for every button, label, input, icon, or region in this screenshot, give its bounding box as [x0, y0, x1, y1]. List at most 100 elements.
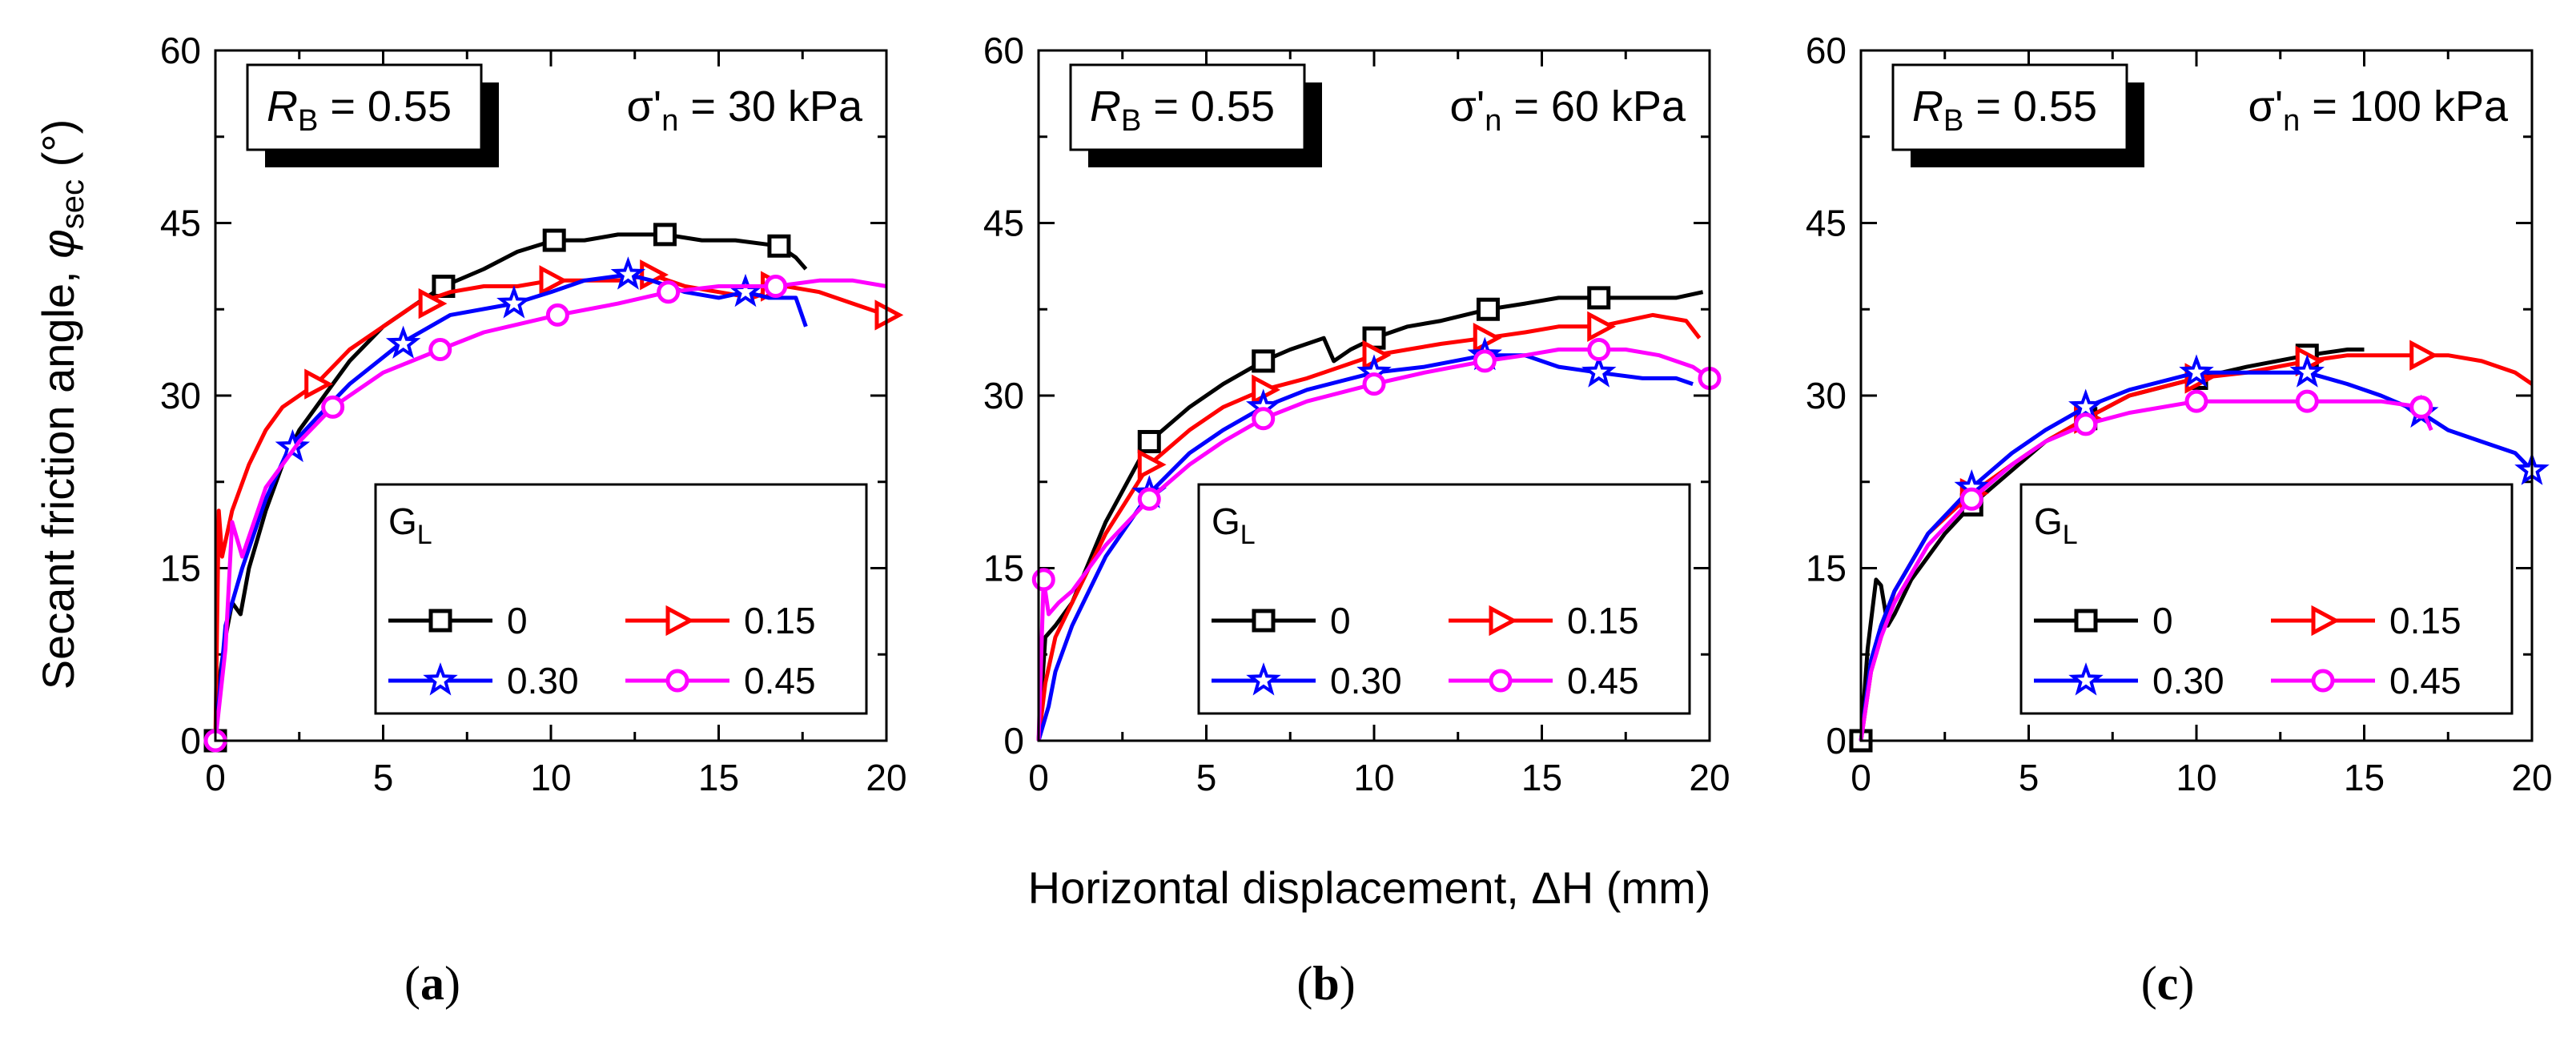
y-axis-title-subscript: sec: [55, 179, 90, 229]
legend-title-symbol: G: [1212, 500, 1240, 542]
rb-box: [246, 63, 483, 151]
sigma-symbol: σ': [1450, 82, 1485, 131]
marker-s0-15: [304, 368, 333, 400]
legend-marker-s0-45: [665, 669, 689, 693]
marker-s0: [767, 234, 791, 258]
legend: GL 0 0.15 0.30 0.45: [2019, 483, 2514, 715]
legend: GL 0 0.15 0.30 0.45: [1197, 483, 1691, 715]
legend-label-s0-30: 0.30: [507, 660, 579, 701]
y-tick-label: 45: [1806, 203, 1847, 244]
legend-box: [1197, 483, 1691, 715]
legend-label-s0: 0: [507, 600, 528, 641]
x-tick-label: 0: [205, 757, 226, 798]
sigma-symbol: σ': [627, 82, 662, 131]
marker-s0-30: [1581, 354, 1617, 388]
marker-s0: [653, 223, 677, 247]
x-tick-label: 10: [2176, 757, 2216, 798]
y-tick-label: 0: [1003, 720, 1024, 762]
marker-s0-45: [1959, 487, 1983, 511]
plot-frame: [1037, 49, 1711, 742]
legend-label-s0-30: 0.30: [1330, 660, 1402, 701]
rb-box: [1069, 63, 1306, 151]
marker-s0-30: [2068, 388, 2104, 422]
y-axis-title-unit: (°): [33, 119, 83, 179]
marker-s0-30: [728, 273, 763, 307]
legend-title-subscript: L: [1240, 520, 1256, 550]
x-tick-label: 0: [1028, 757, 1049, 798]
legend-title-subscript: L: [417, 520, 432, 550]
marker-s0: [1137, 429, 1161, 453]
legend-title-symbol: G: [388, 500, 417, 542]
marker-s0-45: [1587, 338, 1611, 362]
x-tick-label: 15: [1521, 757, 1562, 798]
panel-label-open: (: [2141, 957, 2157, 1010]
legend-label-s0-30: 0.30: [2152, 660, 2224, 701]
y-tick-label: 30: [1806, 375, 1847, 416]
legend-label-s0-45: 0.45: [744, 660, 816, 701]
marker-s0-45: [2074, 412, 2098, 436]
sigma-annotation: σ'n = 100 kPa: [2248, 82, 2509, 138]
legend-label-s0: 0: [2152, 600, 2173, 641]
marker-s0-30: [496, 285, 532, 319]
legend-marker-s0-45: [1489, 669, 1513, 693]
rb-annotation: RB = 0.55: [1912, 82, 2097, 138]
legend-title-symbol: G: [2034, 500, 2063, 542]
legend-label-s0-45: 0.45: [1567, 660, 1639, 701]
sigma-subscript: n: [661, 104, 678, 138]
marker-s0: [1476, 297, 1500, 321]
rb-symbol: R: [267, 82, 298, 131]
y-axis-title-symbol: φ: [33, 229, 83, 259]
y-axis-title: Secant friction angle, φsec (°): [33, 119, 90, 690]
panel-label-close: ): [1340, 957, 1356, 1010]
legend-marker-s0: [2074, 609, 2098, 633]
sigma-annotation: σ'n = 30 kPa: [627, 82, 863, 138]
rb-value: = 0.55: [1141, 82, 1275, 131]
legend-marker-s0-30: [2068, 662, 2104, 696]
y-tick-label: 15: [160, 548, 201, 589]
x-tick-label: 15: [698, 757, 739, 798]
y-tick-label: 15: [983, 548, 1024, 589]
marker-s0-45: [428, 338, 452, 362]
marker-s0-45: [764, 275, 788, 299]
series-line-s0: [1036, 290, 1704, 742]
panel-label: (b): [1296, 957, 1355, 1010]
sigma-annotation: σ'n = 60 kPa: [1450, 82, 1686, 138]
legend-marker-s0-15: [1489, 605, 1518, 637]
legend-marker-s0: [428, 609, 452, 633]
series-line-s0-45: [1036, 348, 1711, 742]
y-tick-label: 45: [983, 203, 1024, 244]
legend-marker-s0-30: [1246, 662, 1281, 696]
marker-s0-30: [385, 325, 421, 359]
x-tick-label: 0: [1851, 757, 1871, 798]
legend-marker-s0-15: [2311, 605, 2341, 637]
rb-symbol: R: [1090, 82, 1121, 131]
x-tick-label: 20: [866, 757, 906, 798]
legend-marker-s0-30: [423, 662, 458, 696]
marker-s0-45: [2409, 395, 2433, 419]
x-tick-label: 15: [2344, 757, 2385, 798]
panel-label: (a): [404, 957, 460, 1010]
marker-s0-45: [1362, 372, 1386, 396]
marker-s0-45: [1137, 487, 1161, 511]
legend-box: [2019, 483, 2514, 715]
marker-s0: [1252, 349, 1276, 373]
marker-s0-45: [1473, 349, 1497, 373]
marker-s0-15: [1587, 311, 1617, 342]
marker-s0-45: [2295, 389, 2319, 413]
marker-s0-30: [2179, 354, 2214, 388]
sigma-subscript: n: [2283, 104, 2300, 138]
legend-marker-s0-45: [2311, 669, 2335, 693]
rb-annotation: RB = 0.55: [267, 82, 452, 138]
panel-label-letter: c: [2157, 957, 2179, 1010]
sigma-value: = 100 kPa: [2300, 82, 2509, 131]
marker-s0-45: [1031, 568, 1055, 592]
sigma-subscript: n: [1485, 104, 1501, 138]
legend-title: GL: [388, 500, 432, 550]
legend-label-s0-15: 0.15: [2389, 600, 2461, 641]
legend-marker-s0: [1252, 609, 1276, 633]
x-tick-label: 20: [2511, 757, 2552, 798]
marker-s0: [1587, 286, 1611, 310]
plot-frame: [1859, 49, 2534, 742]
y-tick-label: 60: [983, 30, 1024, 71]
